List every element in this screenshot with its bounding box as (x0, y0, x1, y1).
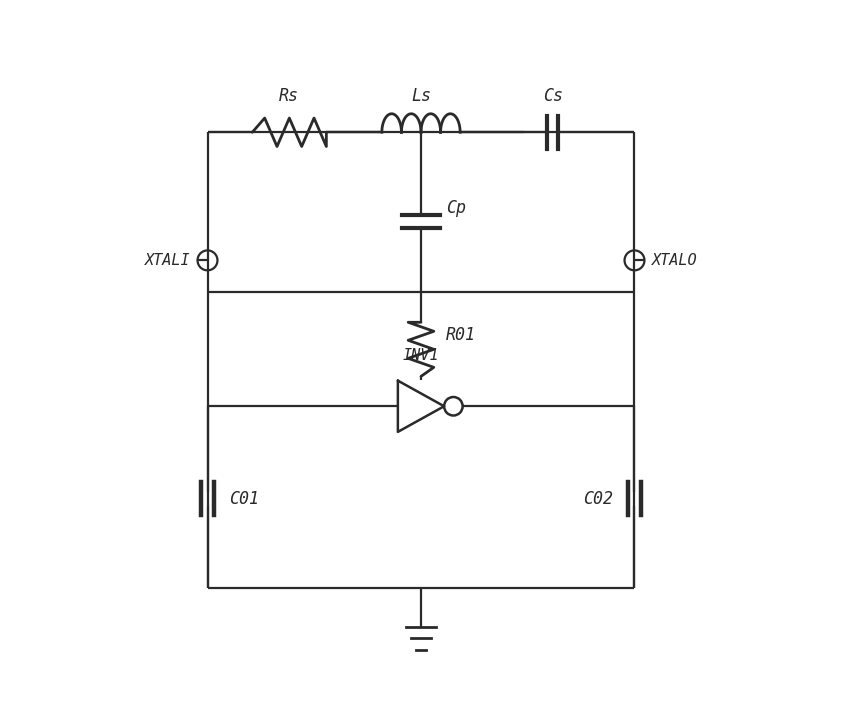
Text: INV1: INV1 (402, 348, 440, 363)
Text: Cp: Cp (446, 199, 466, 217)
Text: Rs: Rs (280, 87, 300, 105)
Text: XTALO: XTALO (652, 253, 697, 268)
Text: C02: C02 (584, 490, 613, 508)
Text: R01: R01 (446, 326, 476, 344)
Text: C01: C01 (229, 490, 258, 508)
Text: Cs: Cs (542, 87, 562, 105)
Text: XTALI: XTALI (145, 253, 190, 268)
Text: Ls: Ls (411, 87, 431, 105)
